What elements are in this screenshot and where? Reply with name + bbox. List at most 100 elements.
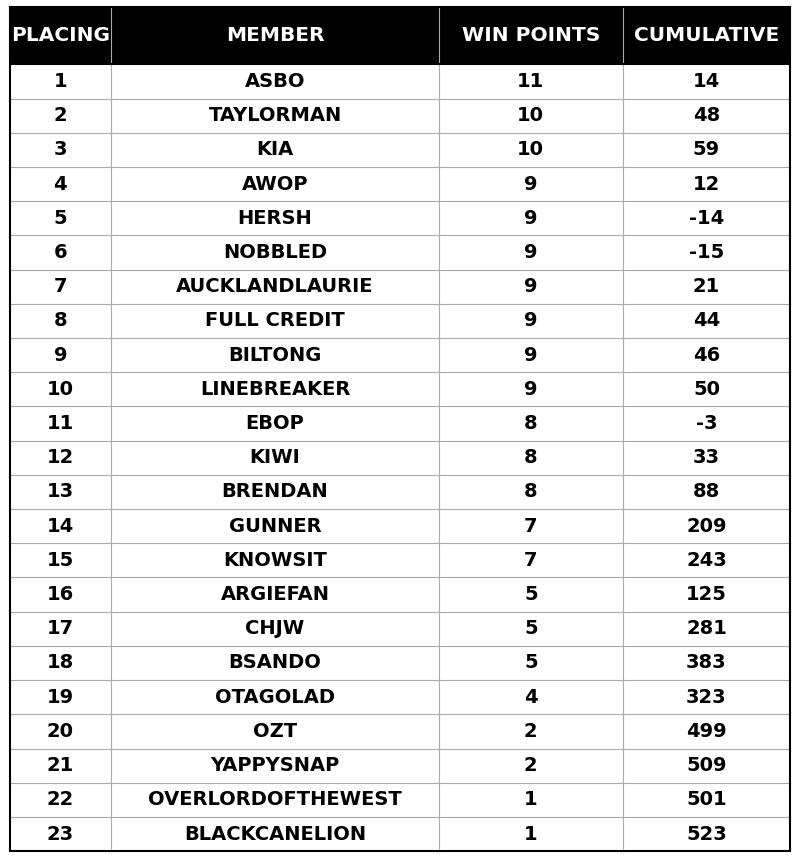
Text: FULL CREDIT: FULL CREDIT xyxy=(205,311,345,330)
Text: 125: 125 xyxy=(686,585,727,604)
Bar xyxy=(10,133,790,167)
Text: 8: 8 xyxy=(524,414,538,433)
Bar xyxy=(10,509,790,543)
Text: 5: 5 xyxy=(524,654,538,673)
Text: ASBO: ASBO xyxy=(245,72,306,91)
Text: 21: 21 xyxy=(46,756,74,775)
Text: 10: 10 xyxy=(518,106,544,125)
Text: BLACKCANELION: BLACKCANELION xyxy=(184,825,366,843)
Text: 8: 8 xyxy=(54,311,67,330)
Bar xyxy=(10,407,790,441)
Text: 243: 243 xyxy=(686,551,727,570)
Text: 9: 9 xyxy=(524,277,538,296)
Text: 5: 5 xyxy=(524,619,538,638)
Text: 16: 16 xyxy=(46,585,74,604)
Text: EBOP: EBOP xyxy=(246,414,305,433)
Bar xyxy=(10,612,790,646)
Bar xyxy=(10,782,790,817)
Text: 4: 4 xyxy=(54,174,67,194)
Bar xyxy=(10,64,790,99)
Text: 48: 48 xyxy=(693,106,720,125)
Bar xyxy=(10,7,790,64)
Text: 11: 11 xyxy=(517,72,545,91)
Text: 9: 9 xyxy=(524,208,538,227)
Text: 9: 9 xyxy=(524,174,538,194)
Text: 15: 15 xyxy=(46,551,74,570)
Bar xyxy=(10,474,790,509)
Text: 5: 5 xyxy=(524,585,538,604)
Bar xyxy=(10,543,790,577)
Text: AUCKLANDLAURIE: AUCKLANDLAURIE xyxy=(176,277,374,296)
Bar xyxy=(10,646,790,680)
Text: 21: 21 xyxy=(693,277,720,296)
Text: 9: 9 xyxy=(524,311,538,330)
Text: 501: 501 xyxy=(686,790,726,809)
Text: 8: 8 xyxy=(524,448,538,468)
Bar xyxy=(10,304,790,338)
Text: 59: 59 xyxy=(693,141,720,160)
Text: 12: 12 xyxy=(46,448,74,468)
Bar xyxy=(10,715,790,748)
Text: 1: 1 xyxy=(524,790,538,809)
Text: 281: 281 xyxy=(686,619,727,638)
Text: 12: 12 xyxy=(693,174,720,194)
Text: 523: 523 xyxy=(686,825,727,843)
Bar xyxy=(10,99,790,133)
Text: 13: 13 xyxy=(46,482,74,501)
Text: 6: 6 xyxy=(54,243,67,262)
Text: 17: 17 xyxy=(46,619,74,638)
Text: GUNNER: GUNNER xyxy=(229,517,322,535)
Text: AWOP: AWOP xyxy=(242,174,308,194)
Text: BSANDO: BSANDO xyxy=(229,654,322,673)
Text: 9: 9 xyxy=(524,346,538,365)
Text: 10: 10 xyxy=(518,141,544,160)
Text: 44: 44 xyxy=(693,311,720,330)
Text: 33: 33 xyxy=(693,448,720,468)
Text: KIA: KIA xyxy=(257,141,294,160)
Text: 19: 19 xyxy=(46,688,74,707)
Text: HERSH: HERSH xyxy=(238,208,313,227)
Text: KNOWSIT: KNOWSIT xyxy=(223,551,327,570)
Text: 7: 7 xyxy=(524,551,538,570)
Bar xyxy=(10,167,790,201)
Text: OVERLORDOFTHEWEST: OVERLORDOFTHEWEST xyxy=(148,790,402,809)
Text: 2: 2 xyxy=(524,722,538,741)
Bar xyxy=(10,201,790,235)
Text: 22: 22 xyxy=(46,790,74,809)
Text: 2: 2 xyxy=(54,106,67,125)
Text: 383: 383 xyxy=(686,654,726,673)
Text: 8: 8 xyxy=(524,482,538,501)
Text: 14: 14 xyxy=(693,72,720,91)
Text: 5: 5 xyxy=(54,208,67,227)
Text: TAYLORMAN: TAYLORMAN xyxy=(209,106,342,125)
Text: 14: 14 xyxy=(46,517,74,535)
Text: 46: 46 xyxy=(693,346,720,365)
Text: WIN POINTS: WIN POINTS xyxy=(462,26,600,45)
Text: OZT: OZT xyxy=(253,722,297,741)
Text: 1: 1 xyxy=(54,72,67,91)
Text: PLACING: PLACING xyxy=(11,26,110,45)
Text: BRENDAN: BRENDAN xyxy=(222,482,329,501)
Text: 50: 50 xyxy=(693,380,720,399)
Text: 9: 9 xyxy=(524,243,538,262)
Text: ARGIEFAN: ARGIEFAN xyxy=(221,585,330,604)
Text: 88: 88 xyxy=(693,482,720,501)
Text: -15: -15 xyxy=(689,243,724,262)
Text: 4: 4 xyxy=(524,688,538,707)
Text: KIWI: KIWI xyxy=(250,448,301,468)
Bar xyxy=(10,817,790,851)
Text: 499: 499 xyxy=(686,722,726,741)
Text: 20: 20 xyxy=(47,722,74,741)
Text: 9: 9 xyxy=(524,380,538,399)
Text: BILTONG: BILTONG xyxy=(228,346,322,365)
Text: 18: 18 xyxy=(46,654,74,673)
Text: LINEBREAKER: LINEBREAKER xyxy=(200,380,350,399)
Bar xyxy=(10,235,790,269)
Text: 3: 3 xyxy=(54,141,67,160)
Text: OTAGOLAD: OTAGOLAD xyxy=(215,688,335,707)
Text: 509: 509 xyxy=(686,756,726,775)
Text: 1: 1 xyxy=(524,825,538,843)
Bar xyxy=(10,748,790,782)
Bar xyxy=(10,441,790,474)
Bar xyxy=(10,372,790,407)
